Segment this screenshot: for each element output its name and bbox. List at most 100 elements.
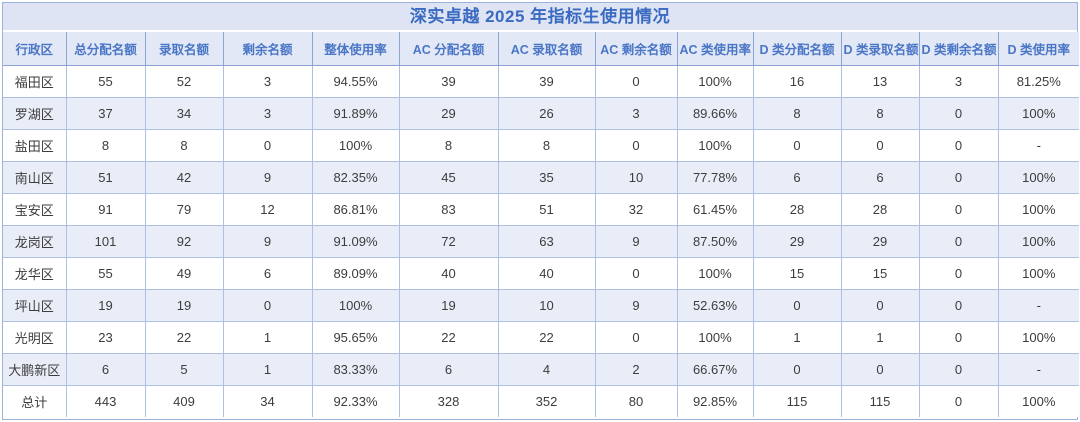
table-row: 光明区 23 22 1 95.65% 22 22 0 100% 1 1 0 100% [3,321,1079,354]
value-cell: - [997,353,1079,386]
table-row: 龙岗区 101 92 9 91.09% 72 63 9 87.50% 29 29 0 100% [3,225,1079,258]
value-cell: 89.66% [676,97,754,130]
table-row: 宝安区 91 79 12 86.81% 83 51 32 61.45% 28 28 0 100% [3,193,1079,226]
column-header: AC 分配名额 [398,32,499,66]
district-cell: 盐田区 [3,129,67,162]
total-row: 总计 443 409 34 92.33% 328 352 80 92.85% 115 115 0 100… [3,385,1079,417]
value-cell: 0 [752,129,842,162]
value-cell: 15 [752,257,842,290]
value-cell: 100% [676,257,754,290]
value-cell: 100% [676,321,754,354]
column-header: 总分配名额 [65,32,146,66]
value-cell: 80 [594,385,678,417]
value-cell: 6 [752,161,842,194]
value-cell: 0 [918,321,999,354]
value-cell: 37 [65,97,146,130]
value-cell: 8 [144,129,224,162]
value-cell: 0 [918,225,999,258]
district-cell: 大鹏新区 [3,353,67,386]
value-cell: 3 [222,65,313,98]
district-cell: 坪山区 [3,289,67,322]
value-cell: 8 [840,97,920,130]
value-cell: 29 [752,225,842,258]
value-cell: 0 [918,129,999,162]
value-cell: 0 [752,289,842,322]
value-cell: 29 [398,97,499,130]
value-cell: 8 [65,129,146,162]
page-title: 深实卓越 2025 年指标生使用情况 [3,3,1077,32]
value-cell: 91.09% [311,225,400,258]
value-cell: 0 [840,353,920,386]
district-cell: 南山区 [3,161,67,194]
value-cell: 8 [752,97,842,130]
value-cell: 28 [752,193,842,226]
value-cell: 51 [497,193,596,226]
value-cell: 66.67% [676,353,754,386]
value-cell: 100% [997,257,1079,290]
value-cell: 0 [918,97,999,130]
value-cell: 92 [144,225,224,258]
value-cell: 0 [918,385,999,417]
value-cell: 51 [65,161,146,194]
value-cell: 100% [997,385,1079,417]
value-cell: 0 [918,289,999,322]
value-cell: 34 [222,385,313,417]
value-cell: 9 [594,289,678,322]
value-cell: 3 [222,97,313,130]
district-cell: 光明区 [3,321,67,354]
value-cell: 81.25% [997,65,1079,98]
column-header: 剩余名额 [222,32,313,66]
value-cell: 100% [311,129,400,162]
value-cell: 352 [497,385,596,417]
value-cell: 0 [594,129,678,162]
value-cell: 115 [752,385,842,417]
value-cell: 87.50% [676,225,754,258]
value-cell: 79 [144,193,224,226]
value-cell: 0 [840,129,920,162]
district-cell: 龙华区 [3,257,67,290]
table-row: 龙华区 55 49 6 89.09% 40 40 0 100% 15 15 0 100% [3,257,1079,290]
value-cell: 10 [594,161,678,194]
value-cell: 22 [144,321,224,354]
value-cell: 443 [65,385,146,417]
column-header: 行政区 [3,32,67,66]
value-cell: 34 [144,97,224,130]
value-cell: 0 [918,353,999,386]
value-cell: 19 [398,289,499,322]
value-cell: 63 [497,225,596,258]
value-cell: 49 [144,257,224,290]
value-cell: 328 [398,385,499,417]
value-cell: 8 [398,129,499,162]
value-cell: - [997,129,1079,162]
value-cell: 8 [497,129,596,162]
value-cell: 3 [918,65,999,98]
value-cell: 101 [65,225,146,258]
value-cell: 23 [65,321,146,354]
value-cell: 0 [752,353,842,386]
value-cell: 4 [497,353,596,386]
column-header: 整体使用率 [311,32,400,66]
value-cell: 6 [398,353,499,386]
value-cell: 100% [997,161,1079,194]
value-cell: 1 [840,321,920,354]
value-cell: 5 [144,353,224,386]
value-cell: 13 [840,65,920,98]
table-row: 大鹏新区 6 5 1 83.33% 6 4 2 66.67% 0 0 0- [3,353,1079,386]
value-cell: 12 [222,193,313,226]
value-cell: 91 [65,193,146,226]
usage-table: 行政区 总分配名额 录取名额 剩余名额 整体使用率 AC 分配名额 AC 录取名额 AC 剩余… [3,32,1079,417]
value-cell: 77.78% [676,161,754,194]
value-cell: 9 [222,225,313,258]
table-row: 坪山区 19 19 0 100% 19 10 9 52.63% 0 0 0- [3,289,1079,322]
value-cell: 39 [497,65,596,98]
value-cell: 0 [918,193,999,226]
value-cell: 45 [398,161,499,194]
value-cell: - [997,289,1079,322]
column-header: D 类使用率 [997,32,1079,66]
value-cell: 15 [840,257,920,290]
column-header: D 类分配名额 [752,32,842,66]
table-row: 福田区 55 52 3 94.55% 39 39 0 100% 16 13 3 81.25% [3,65,1079,98]
value-cell: 92.33% [311,385,400,417]
